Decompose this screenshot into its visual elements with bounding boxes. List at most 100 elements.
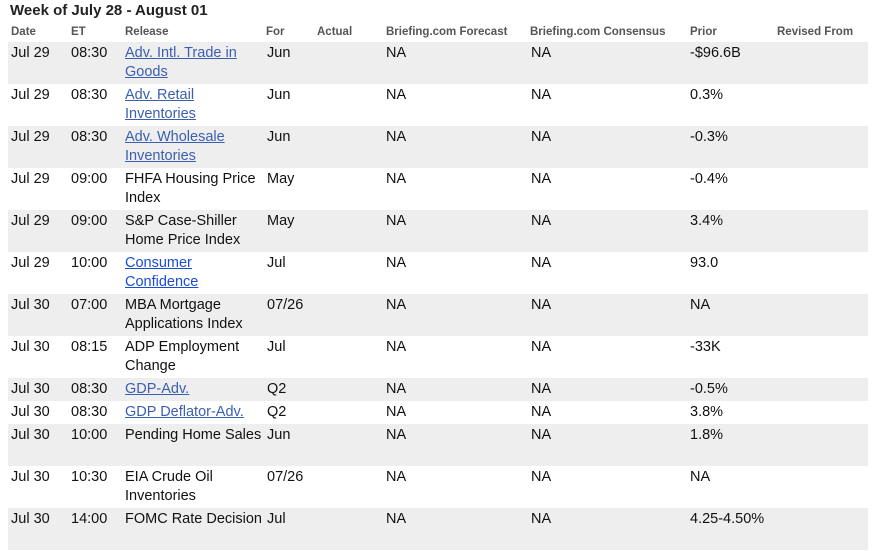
cell-consensus: NA — [531, 255, 552, 271]
table-header: Date ET Release For Actual Briefing.com … — [8, 23, 868, 41]
cell-date: Jul 30 — [11, 427, 50, 443]
cell-forecast: NA — [386, 255, 407, 271]
table-row: Jul 30 08:30 GDP-Adv. Q2 NA NA -0.5% — [8, 378, 868, 401]
cell-et: 08:30 — [71, 87, 108, 103]
cell-date: Jul 30 — [11, 404, 50, 420]
cell-et: 10:00 — [71, 427, 108, 443]
cell-consensus: NA — [531, 129, 552, 145]
cell-prior: 3.8% — [690, 404, 724, 420]
cell-release: Adv. Retail Inventories — [125, 86, 265, 124]
cell-date: Jul 30 — [11, 339, 50, 355]
table-row: Jul 29 08:30 Adv. Intl. Trade in Goods Jun N… — [8, 42, 868, 84]
cell-date: Jul 30 — [11, 511, 50, 527]
cell-et: 10:00 — [71, 255, 108, 271]
table-row: Jul 30 14:00 FOMC Rate Decision Jul NA NA 4.25… — [8, 508, 868, 550]
cell-consensus: NA — [531, 339, 552, 355]
cell-prior: 93.0 — [690, 255, 719, 271]
cell-consensus: NA — [531, 45, 552, 61]
cell-prior: -$96.6B — [690, 45, 741, 61]
cell-for: Q2 — [267, 381, 287, 397]
cell-for: May — [267, 171, 295, 187]
cell-prior: -0.4% — [690, 171, 728, 187]
cell-date: Jul 29 — [11, 87, 50, 103]
cell-date: Jul 29 — [11, 171, 50, 187]
cell-for: Jul — [267, 255, 286, 271]
cell-et: 09:00 — [71, 213, 108, 229]
table-row: Jul 30 10:30 EIA Crude Oil Inventories 07/2… — [8, 466, 868, 508]
cell-et: 14:00 — [71, 511, 108, 527]
cell-prior: 0.3% — [690, 87, 724, 103]
cell-consensus: NA — [531, 511, 552, 527]
cell-et: 08:30 — [71, 129, 108, 145]
table-row: Jul 30 10:00 Pending Home Sales Jun NA NA 1.8% — [8, 424, 868, 466]
cell-consensus: NA — [531, 427, 552, 443]
cell-prior: NA — [690, 297, 711, 313]
cell-date: Jul 29 — [11, 255, 50, 271]
calendar-table-body: Jul 29 08:30 Adv. Intl. Trade in Goods Jun N… — [8, 42, 868, 550]
release-link[interactable]: Adv. Retail Inventories — [125, 87, 196, 122]
cell-release: GDP-Adv. — [125, 380, 265, 399]
cell-release: GDP Deflator-Adv. — [125, 403, 265, 422]
cell-consensus: NA — [531, 381, 552, 397]
cell-for: Jun — [267, 45, 291, 61]
cell-consensus: NA — [531, 87, 552, 103]
cell-for: Q2 — [267, 404, 287, 420]
cell-date: Jul 29 — [11, 45, 50, 61]
cell-prior: -0.3% — [690, 129, 728, 145]
cell-forecast: NA — [386, 469, 407, 485]
cell-date: Jul 30 — [11, 297, 50, 313]
cell-consensus: NA — [531, 213, 552, 229]
table-row: Jul 29 08:30 Adv. Wholesale Inventories Jun… — [8, 126, 868, 168]
cell-et: 08:30 — [71, 404, 108, 420]
release-link[interactable]: GDP-Adv. — [125, 381, 190, 397]
cell-for: Jun — [267, 427, 291, 443]
cell-et: 09:00 — [71, 171, 108, 187]
col-consensus-header: Briefing.com Consensus — [530, 26, 666, 38]
cell-consensus: NA — [531, 297, 552, 313]
cell-date: Jul 29 — [11, 129, 50, 145]
col-for-header: For — [266, 26, 285, 38]
cell-prior: 1.8% — [690, 427, 724, 443]
cell-release: Consumer Confidence — [125, 254, 265, 292]
cell-for: Jul — [267, 511, 286, 527]
release-link[interactable]: GDP Deflator-Adv. — [125, 404, 244, 420]
cell-forecast: NA — [386, 213, 407, 229]
cell-release: FOMC Rate Decision — [125, 511, 262, 527]
col-release-header: Release — [125, 26, 169, 38]
col-date-header: Date — [11, 26, 36, 38]
table-row: Jul 29 08:30 Adv. Retail Inventories Jun NA N… — [8, 84, 868, 126]
cell-forecast: NA — [386, 427, 407, 443]
cell-release: Adv. Wholesale Inventories — [125, 128, 265, 166]
cell-prior: 4.25-4.50% — [690, 511, 765, 527]
cell-consensus: NA — [531, 171, 552, 187]
cell-for: Jun — [267, 129, 291, 145]
cell-for: Jul — [267, 339, 286, 355]
cell-forecast: NA — [386, 297, 407, 313]
table-row: Jul 30 08:15 ADP Employment Change Jul NA NA -… — [8, 336, 868, 378]
release-link[interactable]: Adv. Wholesale Inventories — [125, 129, 225, 164]
cell-release: FHFA Housing Price Index — [125, 171, 256, 206]
cell-release: MBA Mortgage Applications Index — [125, 297, 243, 332]
cell-prior: NA — [690, 469, 711, 485]
page-title: Week of July 28 - August 01 — [10, 2, 208, 19]
table-row: Jul 29 10:00 Consumer Confidence Jul NA NA 93.… — [8, 252, 868, 294]
cell-release: ADP Employment Change — [125, 339, 240, 374]
cell-prior: -0.5% — [690, 381, 728, 397]
cell-forecast: NA — [386, 511, 407, 527]
cell-forecast: NA — [386, 381, 407, 397]
cell-prior: 3.4% — [690, 213, 724, 229]
cell-consensus: NA — [531, 469, 552, 485]
col-prior-header: Prior — [690, 26, 717, 38]
cell-date: Jul 29 — [11, 213, 50, 229]
cell-prior: -33K — [690, 339, 721, 355]
col-et-header: ET — [71, 26, 86, 38]
col-actual-header: Actual — [317, 26, 353, 38]
release-link[interactable]: Consumer Confidence — [125, 255, 199, 290]
cell-forecast: NA — [386, 171, 407, 187]
cell-for: 07/26 — [267, 297, 304, 313]
cell-release: S&P Case-Shiller Home Price Index — [125, 213, 241, 248]
cell-for: Jun — [267, 87, 291, 103]
table-row: Jul 29 09:00 FHFA Housing Price Index May NA… — [8, 168, 868, 210]
cell-release: Pending Home Sales — [125, 427, 262, 443]
release-link[interactable]: Adv. Intl. Trade in Goods — [125, 45, 237, 80]
